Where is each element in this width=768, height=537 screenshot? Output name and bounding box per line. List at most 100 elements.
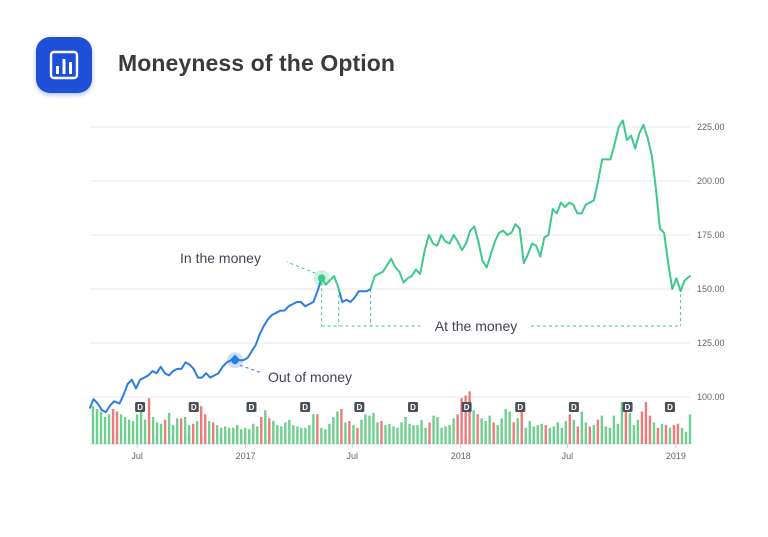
- dividend-marker-label: D: [356, 403, 362, 412]
- volume-bar: [464, 395, 467, 444]
- volume-bar: [656, 427, 660, 444]
- volume-bar: [404, 417, 407, 444]
- x-axis-ticks: Jul 2017 Jul 2018 Jul 2019: [131, 444, 686, 461]
- bar-chart-icon: [49, 50, 79, 80]
- price-line: [320, 275, 341, 295]
- volume-bar: [488, 415, 491, 444]
- volume-bar: [576, 426, 580, 444]
- volume-bar: [572, 419, 576, 444]
- volume-bar: [592, 425, 596, 444]
- volume-bar: [328, 423, 331, 444]
- at-the-money-bracket: At the money: [321, 282, 682, 334]
- dividend-marker-label: D: [625, 403, 631, 412]
- volume-bar: [624, 407, 628, 444]
- volume-bar: [203, 414, 207, 444]
- dividend-marker-label: D: [517, 403, 523, 412]
- volume-bar: [420, 419, 423, 444]
- volume-bar: [127, 419, 131, 444]
- dividend-marker-label: D: [410, 403, 416, 412]
- volume-bar: [680, 427, 684, 444]
- volume-bar: [388, 423, 391, 444]
- volume-bar: [424, 427, 427, 444]
- x-tick-label: Jul: [347, 451, 359, 461]
- volume-bar: [320, 427, 323, 444]
- volume-bar: [95, 408, 99, 444]
- volume-bar: [584, 422, 588, 444]
- volume-bar: [448, 425, 451, 444]
- volume-bar: [268, 418, 271, 444]
- volume-bar: [560, 427, 563, 444]
- volume-bar: [616, 423, 620, 444]
- volume-bar: [548, 427, 551, 444]
- volume-bar: [468, 391, 471, 444]
- volume-bar: [372, 412, 375, 444]
- volume-bar: [528, 421, 531, 444]
- x-tick-label: 2017: [236, 451, 256, 461]
- y-tick-label: 225.00: [697, 122, 725, 132]
- volume-bar: [400, 422, 403, 444]
- dividend-marker: [407, 402, 418, 412]
- volume-bar: [163, 419, 167, 444]
- volume-bar: [368, 415, 371, 444]
- volume-bar: [99, 411, 103, 444]
- price-line: [338, 288, 372, 303]
- volume-bar: [252, 423, 255, 444]
- volume-bar: [123, 417, 127, 444]
- volume-bar: [644, 402, 648, 444]
- volume-bar: [428, 422, 431, 444]
- annotations: In the money Out of money: [180, 250, 352, 385]
- volume-bar: [472, 410, 475, 444]
- y-axis-ticks: 100.00 125.00 150.00 175.00 200.00 225.00: [697, 122, 725, 402]
- volume-bar: [668, 427, 672, 444]
- volume-bar: [636, 419, 640, 444]
- y-tick-label: 150.00: [697, 284, 725, 294]
- volume-bar: [552, 426, 555, 444]
- volume-bar: [580, 411, 584, 444]
- dividend-marker-label: D: [464, 403, 470, 412]
- price-line: [369, 119, 691, 293]
- volume-bar: [608, 427, 612, 444]
- dividend-marker-label: D: [191, 403, 197, 412]
- volume-bar: [600, 415, 604, 444]
- volume-bar: [324, 429, 327, 444]
- volume-bar: [444, 426, 447, 444]
- volume-bar: [300, 427, 303, 444]
- volume-bar: [520, 410, 523, 444]
- dividend-marker-label: D: [571, 403, 577, 412]
- volume-bar: [304, 427, 307, 444]
- volume-bar: [107, 414, 111, 444]
- volume-bar: [452, 418, 455, 444]
- volume-bar: [228, 427, 231, 444]
- volume-bar: [236, 425, 239, 444]
- volume-bar: [199, 406, 203, 444]
- volume-bar: [288, 419, 291, 444]
- dividend-marker-label: D: [137, 403, 143, 412]
- volume-bar: [652, 422, 656, 444]
- volume-bar: [292, 425, 295, 444]
- x-tick-label: Jul: [562, 451, 574, 461]
- volume-bar: [524, 427, 527, 444]
- volume-bar: [376, 422, 379, 444]
- in-the-money-leader: [286, 261, 316, 274]
- volume-bar: [179, 418, 183, 444]
- y-tick-label: 100.00: [697, 392, 725, 402]
- x-tick-label: 2019: [666, 451, 686, 461]
- volume-bar: [568, 414, 571, 444]
- volume-bar: [640, 411, 644, 444]
- dividend-marker-label: D: [249, 403, 255, 412]
- volume-bar: [628, 412, 632, 444]
- volume-bar: [276, 425, 279, 444]
- volume-bar: [532, 426, 535, 444]
- volume-bar: [684, 431, 688, 444]
- volume-bar: [131, 421, 135, 444]
- dividend-marker: [461, 402, 472, 412]
- volume-bar: [412, 425, 415, 444]
- volume-bar: [512, 422, 515, 444]
- volume-bar: [280, 426, 283, 444]
- volume-bar: [564, 421, 567, 444]
- volume-bar: [436, 417, 439, 444]
- volume-bar: [248, 429, 251, 444]
- volume-bar: [115, 411, 119, 444]
- grid: [90, 126, 690, 445]
- volume-bar: [143, 419, 147, 444]
